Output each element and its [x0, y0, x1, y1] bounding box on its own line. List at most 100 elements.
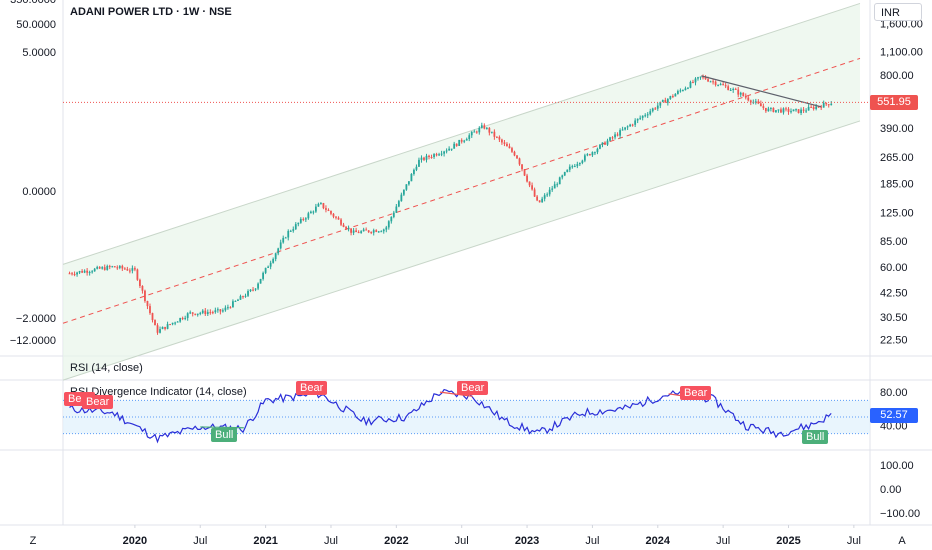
- candle-body: [314, 206, 317, 212]
- candle-body: [418, 159, 420, 167]
- candle-body: [558, 177, 561, 185]
- left-axis-tick: −2.0000: [16, 313, 56, 325]
- candle-body: [340, 219, 342, 225]
- candle-body: [410, 174, 413, 182]
- candle-body: [727, 86, 730, 91]
- candle-body: [420, 157, 423, 160]
- candle-body: [299, 218, 302, 223]
- candle-body: [518, 158, 521, 165]
- bear-signal-tag: Bear: [680, 386, 712, 400]
- candle-body: [702, 76, 704, 78]
- candle-body: [785, 108, 787, 110]
- candle-body: [787, 108, 790, 112]
- candle-body: [272, 259, 275, 263]
- candle-body: [244, 295, 247, 297]
- candle-body: [516, 155, 518, 159]
- candle-body: [355, 230, 358, 233]
- candle-body: [553, 184, 556, 189]
- candle-body: [428, 155, 430, 157]
- candle-body: [332, 213, 335, 217]
- divergence-axis-tick: −100.00: [880, 508, 920, 520]
- candle-body: [191, 312, 194, 314]
- candle-body: [309, 211, 312, 214]
- candle-body: [649, 111, 652, 115]
- candle-body: [352, 230, 355, 233]
- candle-body: [91, 271, 94, 273]
- candle-body: [488, 127, 491, 133]
- candle-body: [498, 137, 501, 140]
- candle-body: [367, 230, 370, 233]
- candle-body: [719, 84, 722, 86]
- currency-selector[interactable]: INR: [874, 3, 922, 21]
- candle-body: [759, 103, 762, 107]
- candle-body: [169, 324, 171, 326]
- candle-body: [387, 221, 390, 228]
- time-axis-label: 2021: [253, 535, 277, 547]
- candle-body: [154, 320, 156, 326]
- time-axis-label: Jul: [455, 535, 469, 547]
- bear-signal-tag: Bear: [82, 395, 114, 409]
- candle-body: [566, 169, 569, 173]
- candle-body: [335, 216, 337, 218]
- candle-body: [274, 253, 277, 260]
- candle-body: [805, 110, 807, 112]
- candle-body: [113, 266, 116, 268]
- candle-body: [513, 151, 516, 156]
- candle-body: [216, 309, 219, 311]
- candle-body: [395, 206, 398, 213]
- candle-body: [636, 118, 639, 121]
- candle-body: [211, 312, 214, 314]
- price-axis-tick: 125.00: [880, 207, 914, 219]
- candle-body: [626, 126, 629, 128]
- candle-body: [594, 152, 596, 154]
- bullish-divergence-line: [200, 426, 244, 429]
- candle-body: [739, 92, 742, 95]
- candle-body: [792, 109, 795, 112]
- candle-body: [111, 266, 114, 268]
- candle-body: [616, 134, 619, 136]
- candle-body: [581, 160, 584, 163]
- candle-body: [641, 115, 644, 118]
- candle-body: [599, 144, 601, 149]
- candle-body: [729, 90, 732, 92]
- candle-body: [400, 194, 403, 202]
- candle-body: [732, 88, 735, 91]
- candle-body: [493, 131, 496, 137]
- candle-body: [506, 143, 508, 147]
- candle-body: [149, 306, 151, 314]
- candle-body: [232, 301, 234, 308]
- candle-body: [697, 77, 699, 79]
- candle-body: [450, 148, 453, 150]
- candle-body: [254, 288, 257, 290]
- time-axis-label: 2024: [646, 535, 671, 547]
- candle-body: [96, 267, 99, 269]
- candle-body: [370, 232, 373, 234]
- candle-body: [797, 109, 800, 113]
- candle-body: [546, 194, 549, 196]
- candle-body: [88, 271, 91, 273]
- candle-body: [523, 169, 526, 176]
- candle-body: [624, 127, 626, 130]
- candle-body: [639, 117, 642, 119]
- candle-body: [312, 211, 315, 213]
- rsi-current-value-tag: 52.57: [870, 407, 918, 423]
- candle-body: [423, 157, 425, 160]
- candle-body: [473, 131, 476, 133]
- candle-body: [345, 226, 347, 229]
- price-axis-tick: 185.00: [880, 178, 914, 190]
- candle-body: [317, 203, 320, 207]
- candle-body: [269, 262, 272, 267]
- candle-body: [495, 136, 498, 138]
- candle-body: [161, 326, 164, 330]
- candle-body: [430, 156, 433, 158]
- left-axis-tick: 0.0000: [22, 186, 56, 198]
- price-axis-tick: 30.50: [880, 312, 908, 324]
- candle-body: [692, 81, 694, 83]
- candle-body: [438, 154, 440, 156]
- candle-body: [458, 139, 461, 146]
- candle-body: [380, 231, 383, 233]
- candle-body: [526, 175, 528, 182]
- candle-body: [764, 107, 767, 112]
- candle-body: [86, 270, 89, 273]
